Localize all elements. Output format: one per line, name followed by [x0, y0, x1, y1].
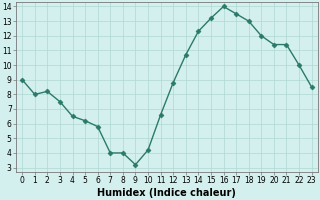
X-axis label: Humidex (Indice chaleur): Humidex (Indice chaleur) — [98, 188, 236, 198]
